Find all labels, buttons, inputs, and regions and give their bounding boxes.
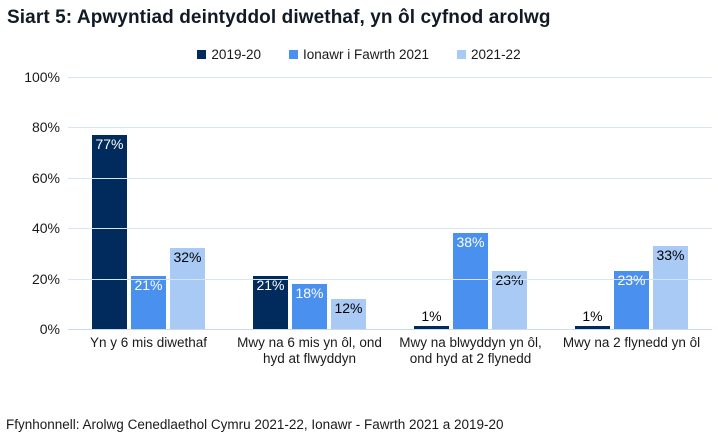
y-tick-label: 40% [31,220,60,237]
plot-area: 77% 21% 32% 21% 18% 12% 1% 38% 23% 1% 23% 33% [68,77,712,330]
bar: 1% [575,308,610,329]
x-axis-label: Mwy na 2 flynedd yn ôl [562,335,701,350]
bar-value-label: 32% [173,249,202,265]
gridline [68,228,712,230]
y-tick-label: 100% [24,69,60,85]
bar-value-label: 21% [256,277,285,293]
chart-area: 0% 20% 40% 60% 80% 100% 77% 21% 32% 21% 18% 12% 1% 3… [0,69,718,367]
y-tick-label: 80% [31,119,60,136]
bar-group: 21% 18% 12% [229,77,390,329]
bar-group: 1% 38% 23% [390,77,551,329]
gridline [68,127,712,129]
legend: 2019-20 Ionawr i Fawrth 2021 2021-22 [0,45,718,63]
bar-value-label: 1% [582,308,603,324]
y-tick-label: 20% [31,270,60,287]
bar-group: 1% 23% 33% [551,77,712,329]
y-axis: 0% 20% 40% 60% 80% 100% [0,69,68,337]
source-note: Ffynhonnell: Arolwg Cenedlaethol Cymru 2… [6,417,504,432]
bar: 33% [653,246,688,329]
gridline [68,278,712,280]
y-tick-label: 60% [31,169,60,186]
bar: 21% [131,276,166,329]
legend-item: 2021-22 [457,47,521,62]
bar: 23% [492,271,527,329]
gridline [68,177,712,179]
bar-value-label: 23% [617,272,646,288]
legend-label: 2021-22 [471,46,521,62]
legend-label: Ionawr i Fawrth 2021 [302,46,430,62]
legend-item: 2019-20 [197,47,261,62]
bar-group: 77% 21% 32% [68,77,229,329]
bar: 77% [92,135,127,329]
x-axis-label: Mwy na 6 mis yn ôl, ond hyd at flwyddyn [237,335,382,366]
bar: 12% [331,299,366,329]
plot-wrap: 77% 21% 32% 21% 18% 12% 1% 38% 23% 1% 23% 33% Yn y … [68,77,712,367]
y-tick-label: 0% [39,321,60,337]
bar-value-label: 33% [656,247,685,263]
bar-value-label: 1% [421,308,442,324]
bar-value-label: 23% [495,272,524,288]
legend-swatch-icon [457,49,467,59]
x-axis-label: Mwy na blwyddyn yn ôl, ond hyd at 2 flyn… [399,335,542,366]
bar: 32% [170,248,205,329]
gridline [68,77,712,78]
bar-value-label: 18% [295,285,324,301]
legend-label: 2019-20 [211,46,261,62]
bar-groups: 77% 21% 32% 21% 18% 12% 1% 38% 23% 1% 23% 33% [68,77,712,329]
legend-swatch-icon [288,49,298,59]
bar: 18% [292,284,327,329]
chart-title: Siart 5: Apwyntiad deintyddol diwethaf, … [7,7,551,28]
bar-value-label: 21% [134,277,163,293]
bar: 38% [453,233,488,329]
bar-value-label: 77% [95,136,124,152]
bar-value-label: 38% [456,234,485,250]
bar-value-label: 12% [334,300,363,316]
x-axis-label: Yn y 6 mis diwethaf [89,335,208,350]
bar: 1% [414,308,449,329]
bar: 21% [253,276,288,329]
bar: 23% [614,271,649,329]
legend-swatch-icon [197,49,207,59]
legend-item: Ionawr i Fawrth 2021 [288,46,430,62]
x-axis: Yn y 6 mis diwethaf Mwy na 6 mis yn ôl, o… [68,335,712,367]
